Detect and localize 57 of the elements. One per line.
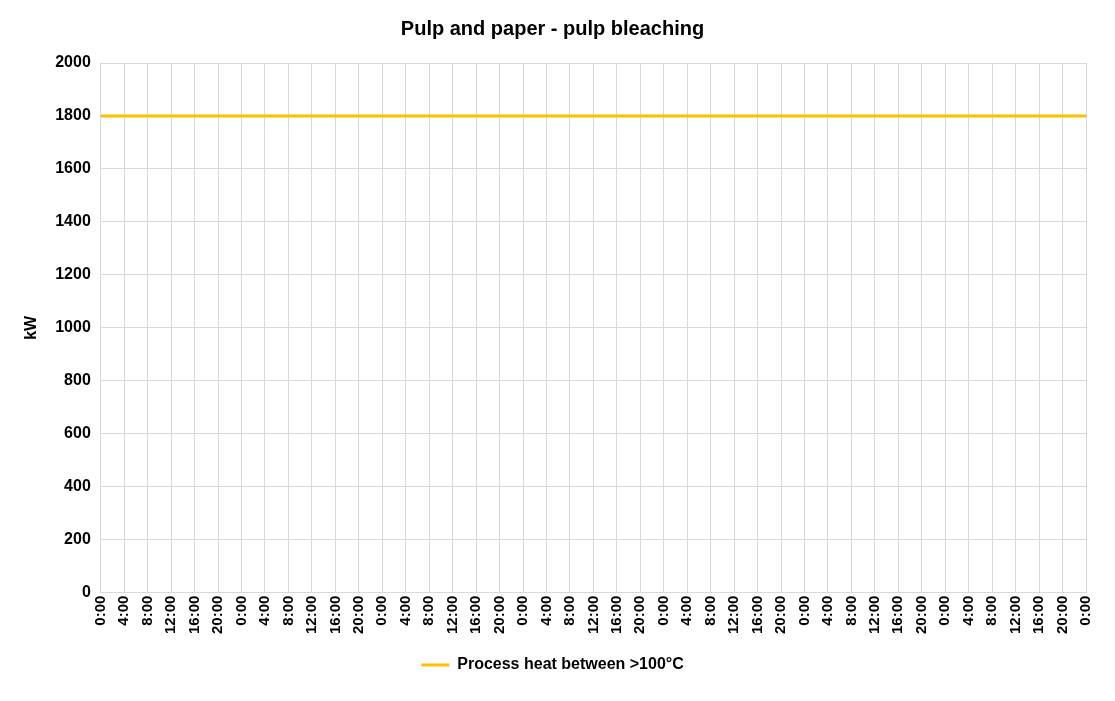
y-tick-label: 2000 (55, 53, 91, 71)
x-tick-label: 8:00 (419, 595, 437, 626)
x-tick-label: 20:00 (489, 595, 507, 635)
x-tick-label: 20:00 (630, 595, 648, 635)
x-tick-label: 16:00 (1029, 595, 1047, 635)
x-tick-label: 12:00 (865, 595, 883, 635)
x-tick-label: 4:00 (818, 595, 836, 626)
y-tick-label: 0 (81, 583, 91, 601)
x-tick-label: 4:00 (255, 595, 273, 626)
x-tick-label: 16:00 (184, 595, 202, 635)
x-tick-label: 12:00 (583, 595, 601, 635)
x-tick-label: 16:00 (466, 595, 484, 635)
x-tick-label: 12:00 (1005, 595, 1023, 635)
x-tick-label: 4:00 (536, 595, 554, 626)
y-tick-label: 800 (64, 371, 91, 389)
x-tick-label: 20:00 (1052, 595, 1070, 635)
x-tick-label: 20:00 (348, 595, 366, 635)
y-tick-label: 1600 (55, 159, 91, 177)
y-tick-label: 400 (64, 477, 91, 495)
x-tick-label: 12:00 (161, 595, 179, 635)
x-tick-label: 8:00 (841, 595, 859, 626)
y-tick-label: 1000 (55, 318, 91, 336)
y-tick-label: 600 (64, 424, 91, 442)
x-tick-label: 8:00 (982, 595, 1000, 626)
y-tick-label: 1800 (55, 106, 91, 124)
x-tick-label: 8:00 (700, 595, 718, 626)
x-tick-label: 12:00 (302, 595, 320, 635)
x-tick-label: 4:00 (395, 595, 413, 626)
x-tick-label: 0:00 (1076, 595, 1094, 626)
legend-label: Process heat between >100°C (457, 655, 685, 673)
x-tick-label: 16:00 (606, 595, 624, 635)
y-axis-title: kW (22, 314, 40, 340)
x-tick-label: 0:00 (653, 595, 671, 626)
x-tick-label: 16:00 (747, 595, 765, 635)
x-tick-label: 4:00 (114, 595, 132, 626)
x-tick-label: 0:00 (513, 595, 531, 626)
x-tick-label: 0:00 (935, 595, 953, 626)
x-tick-label: 8:00 (278, 595, 296, 626)
x-tick-label: 20:00 (771, 595, 789, 635)
x-tick-label: 20:00 (911, 595, 929, 635)
x-tick-label: 12:00 (442, 595, 460, 635)
x-tick-label: 20:00 (208, 595, 226, 635)
y-tick-label: 1400 (55, 212, 91, 230)
chart-title: Pulp and paper - pulp bleaching (400, 16, 705, 39)
x-tick-label: 0:00 (794, 595, 812, 626)
x-tick-label: 4:00 (677, 595, 695, 626)
x-tick-label: 8:00 (137, 595, 155, 626)
x-tick-label: 0:00 (231, 595, 249, 626)
y-tick-label: 200 (64, 530, 91, 548)
x-tick-label: 8:00 (560, 595, 578, 626)
x-tick-label: 0:00 (372, 595, 390, 626)
x-tick-label: 4:00 (958, 595, 976, 626)
x-tick-label: 16:00 (325, 595, 343, 635)
x-tick-label: 16:00 (888, 595, 906, 635)
x-tick-label: 12:00 (724, 595, 742, 635)
x-tick-label: 0:00 (90, 595, 108, 626)
y-tick-label: 1200 (55, 265, 91, 283)
